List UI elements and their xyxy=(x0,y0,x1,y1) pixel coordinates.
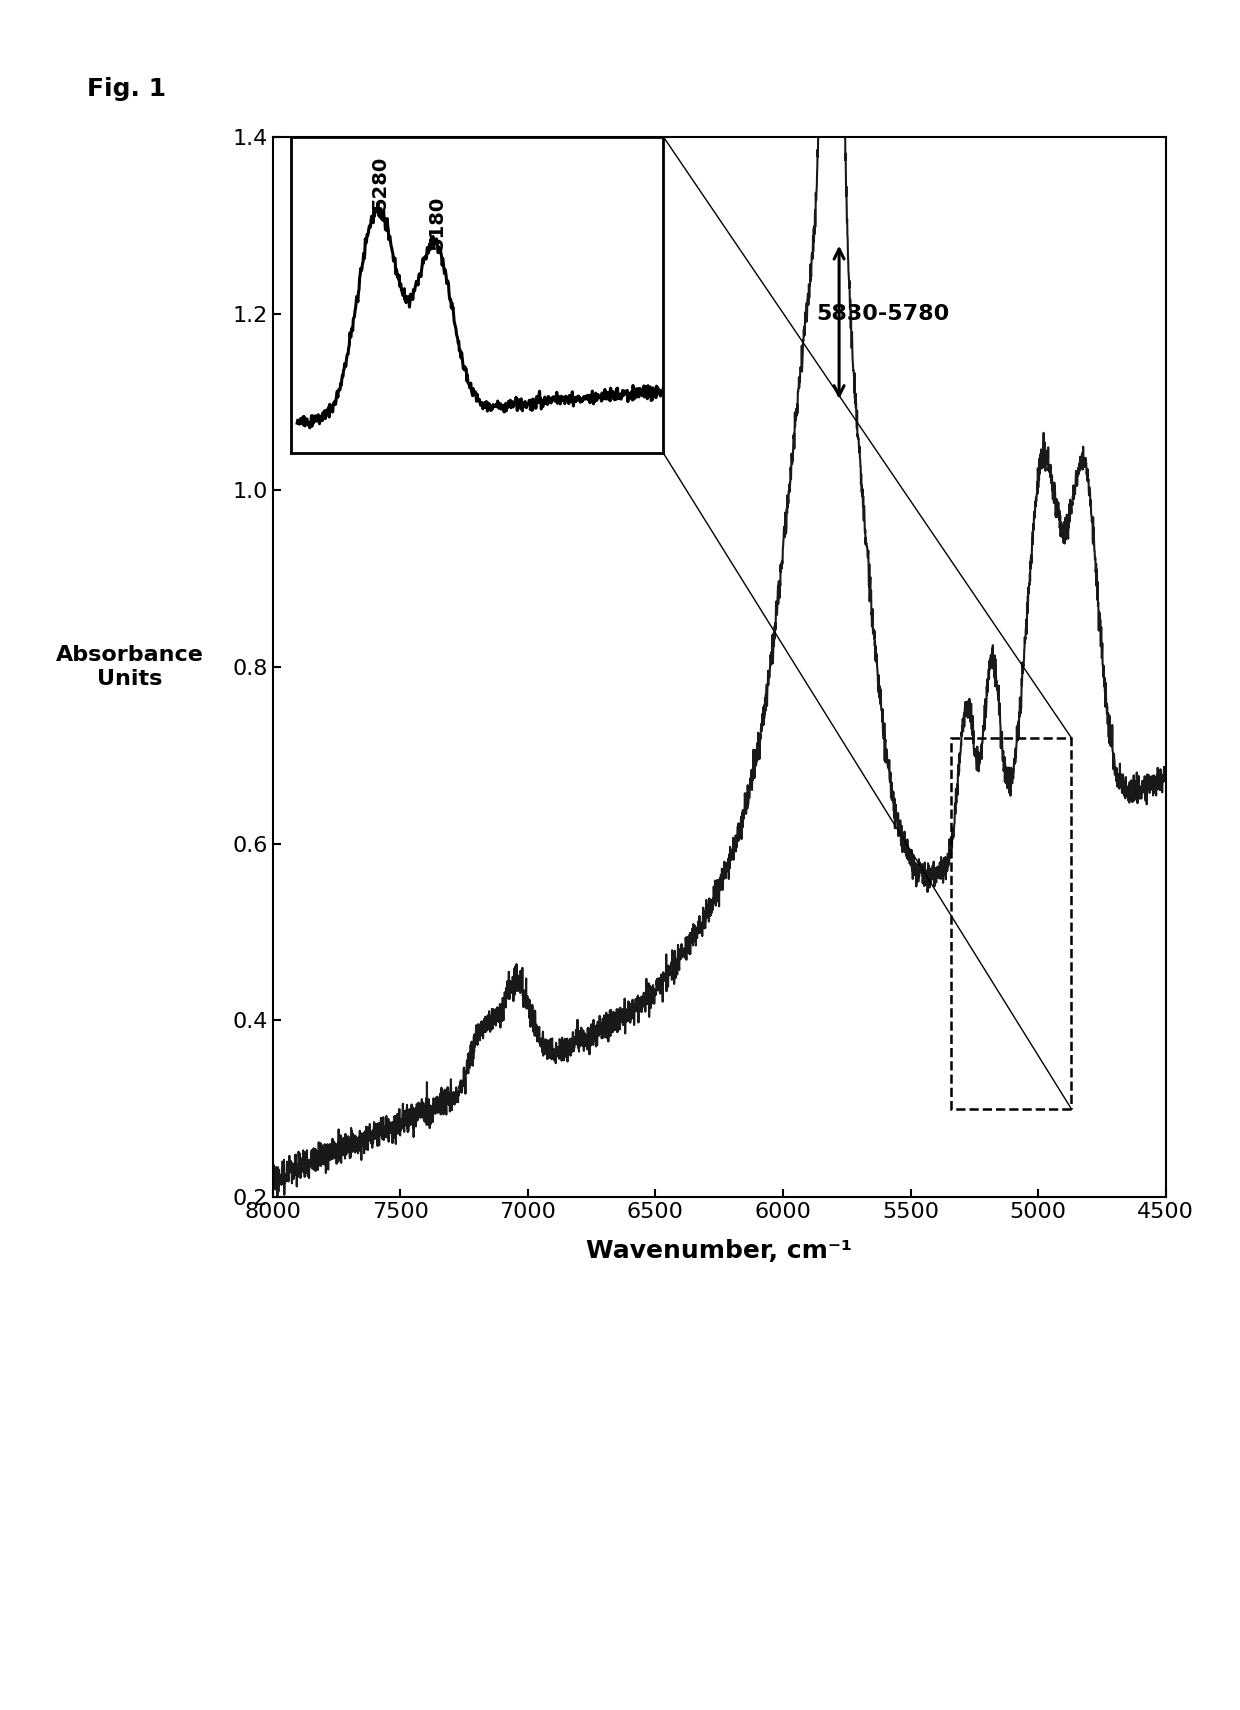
Text: 5180: 5180 xyxy=(428,195,446,250)
Text: 5830-5780: 5830-5780 xyxy=(816,303,950,323)
Text: 5280: 5280 xyxy=(371,156,389,210)
Text: Fig. 1: Fig. 1 xyxy=(87,77,166,101)
X-axis label: Wavenumber, cm⁻¹: Wavenumber, cm⁻¹ xyxy=(587,1238,852,1262)
Bar xyxy=(951,737,1071,1108)
Y-axis label: Absorbance
Units: Absorbance Units xyxy=(56,645,203,689)
